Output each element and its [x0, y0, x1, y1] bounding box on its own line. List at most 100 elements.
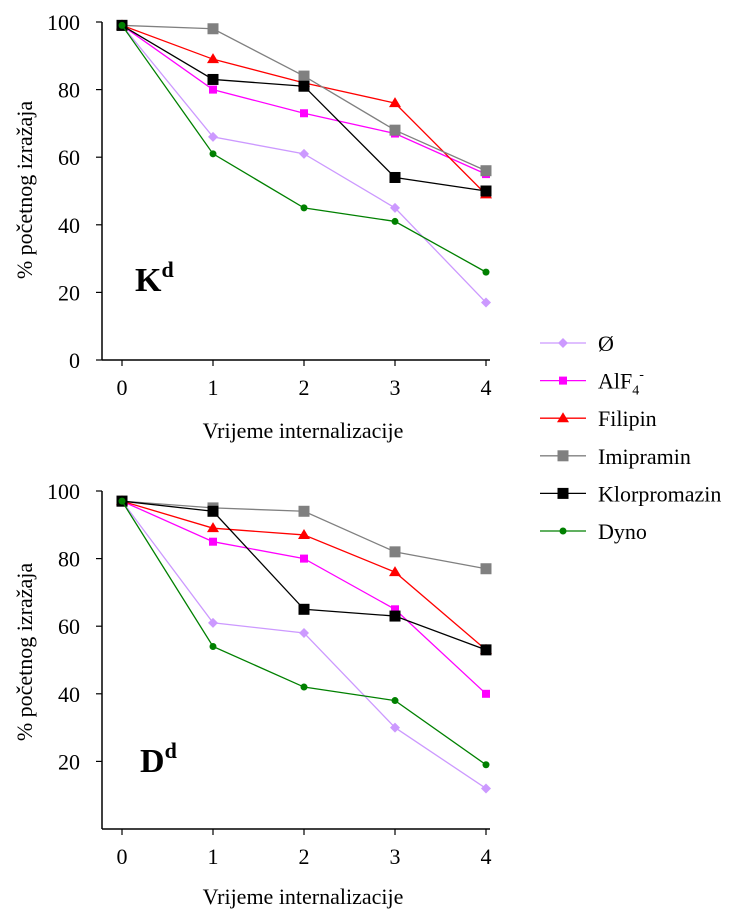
x-tick-label: 1 — [208, 375, 219, 400]
legend-entry: Imipramin — [540, 444, 691, 469]
series-line — [121, 500, 487, 651]
panel-label-dd: Dd — [140, 738, 177, 780]
legend-marker — [557, 487, 569, 499]
data-point — [389, 610, 401, 622]
data-point — [209, 150, 217, 158]
data-point — [207, 522, 219, 533]
data-point — [298, 70, 310, 82]
series-klorpromazin — [116, 19, 492, 197]
data-point — [209, 537, 217, 546]
y-tick-label: 100 — [47, 10, 80, 35]
data-point — [299, 148, 309, 159]
legend-marker — [558, 338, 568, 348]
data-point — [389, 97, 401, 108]
series-line — [121, 500, 487, 651]
y-tick-label: 60 — [58, 145, 80, 170]
data-point — [118, 497, 126, 505]
legend-marker — [559, 376, 567, 385]
data-point — [391, 217, 399, 225]
legend-entry: Klorpromazin — [540, 481, 721, 506]
data-point — [298, 528, 310, 539]
data-point — [208, 131, 218, 142]
x-tick-label: 3 — [390, 844, 401, 869]
y-tick-label: 0 — [69, 348, 80, 373]
x-tick-label: 0 — [117, 375, 128, 400]
data-point — [298, 80, 310, 92]
data-point — [390, 722, 400, 733]
data-point — [300, 554, 308, 563]
data-point — [208, 617, 218, 628]
y-axis-label: % početnog izražaja — [12, 563, 37, 742]
data-point — [389, 171, 401, 183]
data-point — [480, 185, 492, 197]
data-point — [389, 124, 401, 136]
legend-marker — [557, 412, 569, 423]
x-tick-label: 2 — [299, 844, 310, 869]
data-point — [482, 689, 490, 698]
series-dyno — [118, 21, 490, 276]
series-filipin — [116, 19, 492, 199]
data-point — [391, 605, 399, 614]
series-line — [121, 24, 487, 192]
series-line — [121, 25, 487, 273]
legend-entry: Filipin — [540, 406, 657, 431]
y-tick-label: 80 — [58, 78, 80, 103]
x-tick-label: 2 — [299, 375, 310, 400]
legend-marker — [559, 527, 567, 535]
data-point — [482, 268, 490, 276]
series-dyno — [118, 497, 490, 769]
data-point — [481, 297, 491, 308]
x-axis-label: Vrijeme internalizacije — [203, 884, 404, 909]
series-line — [121, 24, 487, 303]
x-axis-label: Vrijeme internalizacije — [203, 418, 404, 443]
data-point — [209, 85, 217, 94]
data-point — [480, 165, 492, 177]
legend-label: Imipramin — [598, 444, 691, 469]
data-point — [389, 546, 401, 558]
data-point — [298, 505, 310, 517]
panel-label-kd: Kd — [135, 257, 174, 299]
legend-entry: Dyno — [540, 519, 647, 544]
data-point — [207, 505, 219, 517]
data-point — [481, 783, 491, 794]
legend-marker — [557, 450, 569, 462]
series- — [117, 20, 491, 308]
chart-legend: Ø AlF4- Filipin Imipramin Klorpromazin Dyno — [540, 331, 721, 544]
data-point — [298, 603, 310, 615]
y-axis-label: % početnog izražaja — [12, 101, 37, 280]
legend-label: Ø — [598, 331, 614, 356]
data-point — [480, 644, 492, 656]
data-point — [118, 21, 126, 29]
y-tick-label: 20 — [58, 280, 80, 305]
data-point — [482, 761, 490, 769]
data-point — [207, 53, 219, 64]
chart-panel-kd: Kd Vrijeme internalizacije % početnog iz… — [12, 10, 492, 443]
y-tick-label: 40 — [58, 213, 80, 238]
data-point — [300, 683, 308, 691]
data-point — [299, 627, 309, 638]
y-tick-label: 80 — [58, 547, 80, 572]
legend-label: Dyno — [598, 519, 647, 544]
y-tick-label: 60 — [58, 614, 80, 639]
x-tick-label: 3 — [390, 375, 401, 400]
data-point — [209, 642, 217, 650]
data-point — [300, 109, 308, 118]
legend-entry: Ø — [540, 331, 614, 356]
data-point — [480, 563, 492, 575]
data-point — [207, 73, 219, 85]
x-tick-label: 4 — [481, 375, 492, 400]
data-point — [389, 566, 401, 577]
x-tick-label: 0 — [117, 844, 128, 869]
data-point — [300, 204, 308, 212]
chart-panel-dd: Dd Vrijeme internalizacije % početnog iz… — [12, 479, 492, 909]
x-tick-label: 4 — [481, 844, 492, 869]
legend-entry: AlF4- — [540, 368, 644, 399]
data-point — [390, 202, 400, 213]
data-point — [391, 697, 399, 705]
series-alf4 — [118, 497, 490, 698]
x-tick-label: 1 — [208, 844, 219, 869]
data-point — [207, 23, 219, 35]
y-tick-label: 100 — [47, 479, 80, 504]
legend-label: Klorpromazin — [598, 481, 721, 506]
